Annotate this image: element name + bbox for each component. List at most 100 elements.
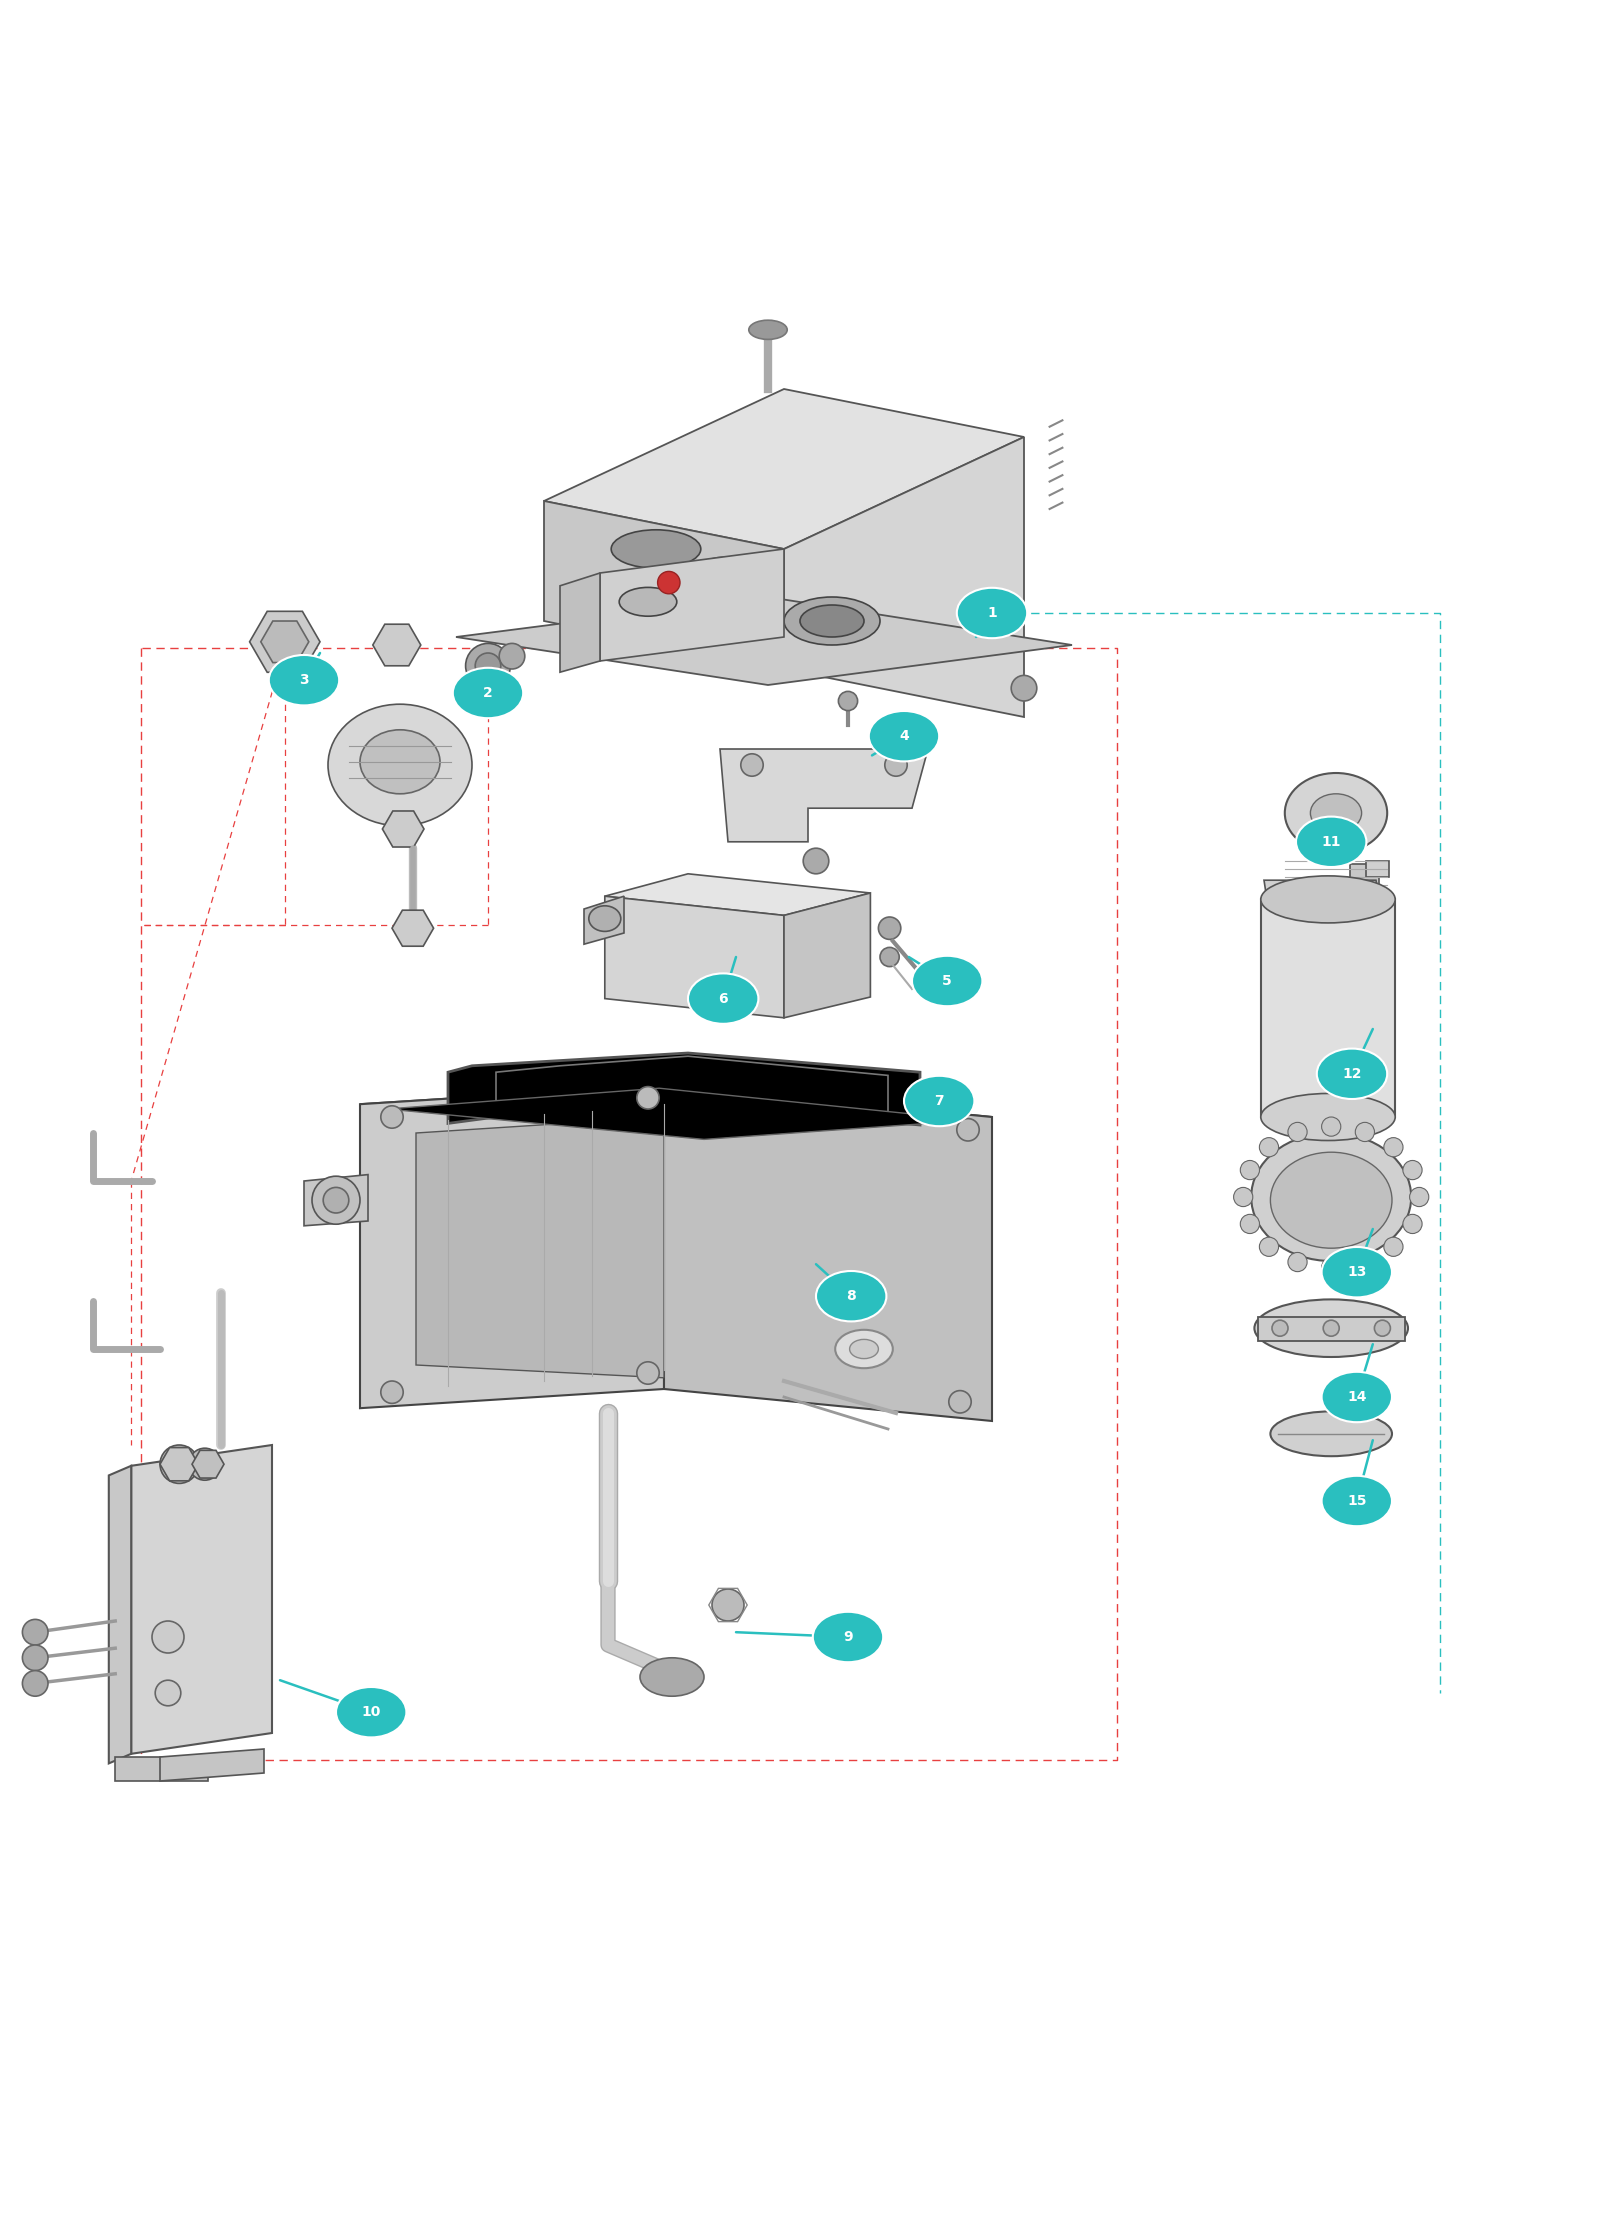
Polygon shape [784, 438, 1024, 717]
Circle shape [1288, 1121, 1307, 1142]
Text: 11: 11 [1322, 836, 1341, 849]
Circle shape [1288, 1253, 1307, 1271]
Circle shape [637, 1086, 659, 1108]
Text: 9: 9 [843, 1631, 853, 1644]
Circle shape [22, 1644, 48, 1671]
Circle shape [499, 643, 525, 668]
Ellipse shape [1322, 1372, 1392, 1423]
Polygon shape [131, 1445, 272, 1754]
Ellipse shape [1317, 1048, 1387, 1099]
Circle shape [885, 753, 907, 775]
Ellipse shape [619, 588, 677, 617]
Ellipse shape [1254, 1300, 1408, 1356]
Polygon shape [544, 389, 1024, 550]
Circle shape [838, 690, 858, 710]
Circle shape [22, 1671, 48, 1696]
Ellipse shape [693, 556, 763, 590]
Circle shape [658, 572, 680, 594]
Text: 3: 3 [299, 672, 309, 688]
Circle shape [1410, 1188, 1429, 1206]
Polygon shape [560, 572, 600, 672]
Ellipse shape [957, 588, 1027, 639]
Circle shape [1272, 1320, 1288, 1336]
Text: 12: 12 [1342, 1068, 1362, 1081]
Circle shape [466, 643, 510, 688]
Circle shape [323, 1188, 349, 1213]
Ellipse shape [800, 605, 864, 637]
Polygon shape [544, 500, 784, 668]
Text: 10: 10 [362, 1705, 381, 1720]
Polygon shape [605, 873, 870, 916]
Ellipse shape [784, 596, 880, 646]
Circle shape [1322, 1258, 1341, 1278]
Ellipse shape [1251, 1133, 1411, 1260]
Circle shape [1403, 1159, 1422, 1180]
Circle shape [1259, 1137, 1278, 1157]
Polygon shape [664, 1086, 992, 1421]
Text: 4: 4 [899, 728, 909, 744]
Ellipse shape [869, 710, 939, 762]
Circle shape [1259, 1238, 1278, 1256]
Polygon shape [1258, 1318, 1405, 1340]
Circle shape [1323, 1320, 1339, 1336]
Circle shape [949, 1390, 971, 1412]
Ellipse shape [611, 529, 701, 567]
Circle shape [1384, 1238, 1403, 1256]
Ellipse shape [835, 1329, 893, 1367]
Ellipse shape [904, 1077, 974, 1126]
Polygon shape [784, 894, 870, 1019]
Ellipse shape [688, 974, 758, 1023]
Circle shape [1234, 1188, 1253, 1206]
Polygon shape [115, 1756, 208, 1780]
Ellipse shape [589, 905, 621, 932]
Text: 2: 2 [483, 686, 493, 699]
Ellipse shape [336, 1687, 406, 1738]
Circle shape [381, 1381, 403, 1403]
Polygon shape [387, 1088, 973, 1139]
Polygon shape [160, 1749, 264, 1780]
Polygon shape [448, 1052, 920, 1126]
Text: 7: 7 [934, 1095, 944, 1108]
Ellipse shape [816, 1271, 886, 1320]
Circle shape [637, 1363, 659, 1385]
Polygon shape [360, 1086, 992, 1137]
Circle shape [1384, 1137, 1403, 1157]
Ellipse shape [453, 668, 523, 717]
Circle shape [1240, 1159, 1259, 1180]
Polygon shape [584, 896, 624, 945]
Text: 5: 5 [942, 974, 952, 987]
Ellipse shape [1310, 793, 1362, 833]
Text: 8: 8 [846, 1289, 856, 1302]
Circle shape [312, 1175, 360, 1224]
Ellipse shape [1270, 1412, 1392, 1457]
Ellipse shape [850, 1340, 878, 1358]
Polygon shape [416, 1117, 664, 1378]
Polygon shape [1350, 865, 1379, 889]
Polygon shape [1264, 880, 1379, 900]
Circle shape [741, 753, 763, 775]
Circle shape [1011, 675, 1037, 701]
Polygon shape [600, 550, 784, 661]
Circle shape [1240, 1215, 1259, 1233]
Circle shape [880, 947, 899, 967]
Polygon shape [456, 596, 1072, 686]
Ellipse shape [1270, 1153, 1392, 1249]
Circle shape [1374, 1320, 1390, 1336]
Circle shape [152, 1622, 184, 1653]
Circle shape [878, 916, 901, 941]
Circle shape [957, 1119, 979, 1142]
Circle shape [1322, 1117, 1341, 1137]
Circle shape [1355, 1121, 1374, 1142]
Polygon shape [509, 1059, 845, 1110]
Circle shape [189, 1448, 221, 1481]
Ellipse shape [1296, 818, 1366, 867]
Ellipse shape [269, 655, 339, 706]
Circle shape [155, 1680, 181, 1707]
Ellipse shape [912, 956, 982, 1005]
Circle shape [475, 652, 501, 679]
Ellipse shape [1261, 1092, 1395, 1142]
Polygon shape [496, 1057, 888, 1117]
Polygon shape [360, 1086, 664, 1407]
Polygon shape [605, 896, 784, 1019]
Polygon shape [304, 1175, 368, 1226]
